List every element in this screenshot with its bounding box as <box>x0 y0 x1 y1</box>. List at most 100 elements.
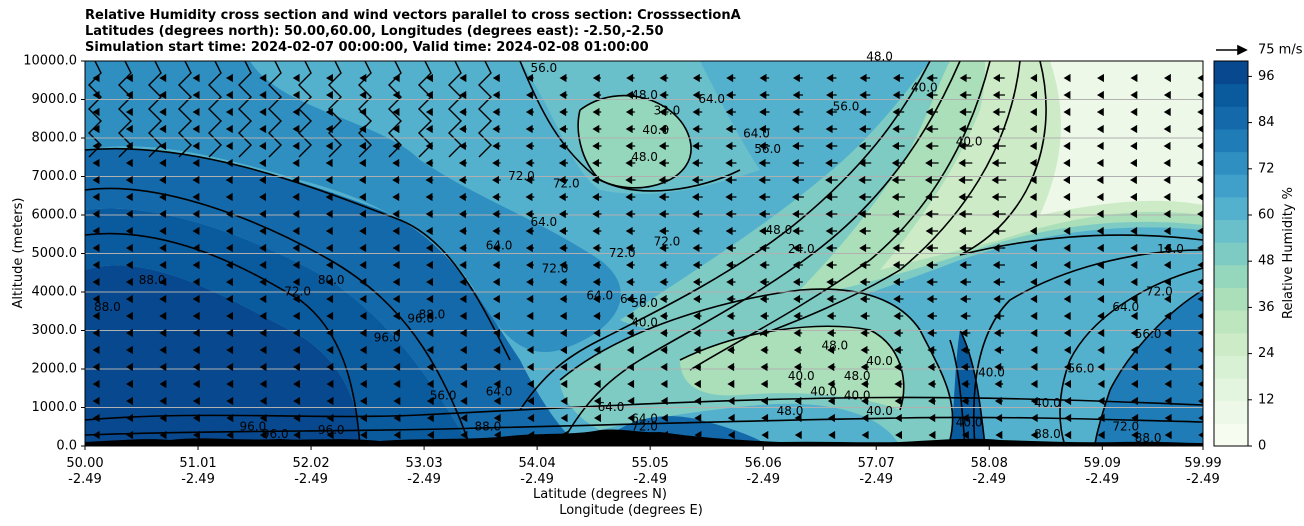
wind-vector <box>126 379 133 389</box>
x-tick-label-lon: -2.49 <box>68 472 102 487</box>
wind-vector <box>591 175 602 185</box>
wind-vector <box>1130 90 1138 100</box>
wind-vector <box>326 277 333 287</box>
wind-vector <box>460 396 468 406</box>
wind-vector <box>991 192 1006 202</box>
wind-vector <box>292 73 300 83</box>
wind-vector <box>859 294 870 304</box>
wind-vector <box>92 124 100 134</box>
wind-vector <box>192 175 200 185</box>
wind-vector <box>92 345 100 355</box>
wind-vector <box>758 141 770 151</box>
wind-vector <box>425 226 433 236</box>
wind-vector <box>1130 328 1138 338</box>
wind-vector <box>858 158 872 168</box>
wind-vector <box>958 226 972 236</box>
wind-vector <box>293 430 301 440</box>
wind-vector <box>759 243 770 253</box>
wind-vector <box>192 158 200 168</box>
wind-vector <box>392 243 400 253</box>
colorbar-tick-label: 36 <box>1258 300 1275 315</box>
colorbar-band <box>1214 174 1248 198</box>
wind-vector <box>860 379 869 389</box>
wind-vector <box>1163 226 1171 236</box>
wind-vector <box>558 158 568 168</box>
wind-vector <box>359 209 366 219</box>
wind-vector <box>1030 413 1038 423</box>
wind-vector <box>125 311 133 321</box>
wind-vector <box>225 124 233 134</box>
wind-vector <box>658 175 670 185</box>
colorbar-band <box>1214 61 1248 85</box>
wind-vector <box>492 192 501 202</box>
wind-vector <box>558 209 568 219</box>
wind-vector <box>392 260 400 270</box>
wind-vector <box>593 396 601 406</box>
wind-vector <box>1063 73 1071 83</box>
wind-vector <box>759 260 770 270</box>
wind-vector <box>1164 294 1171 304</box>
contour-line <box>85 187 471 446</box>
wind-vector <box>259 124 267 134</box>
wind-vector <box>625 124 636 134</box>
wind-vector <box>226 328 234 338</box>
wind-vector <box>727 396 735 406</box>
wind-vector <box>392 294 400 304</box>
wind-vector <box>226 379 234 389</box>
wind-vector <box>726 277 736 287</box>
wind-vector <box>159 277 167 287</box>
wind-vector <box>959 277 972 287</box>
wind-vector <box>292 345 300 355</box>
wind-vector <box>994 396 1003 406</box>
wind-vector <box>326 345 334 355</box>
wind-vector <box>692 73 702 83</box>
wind-vector <box>894 362 903 372</box>
wind-vector <box>525 175 535 185</box>
wind-vector <box>592 73 601 83</box>
x-tick-label-lat: 50.00 <box>66 456 103 471</box>
wind-vector <box>392 124 400 134</box>
wind-vector <box>292 175 300 185</box>
wind-vector <box>1064 396 1072 406</box>
wind-vector <box>92 430 100 440</box>
wind-vector <box>826 73 837 83</box>
wind-vector <box>292 226 300 236</box>
wind-vector <box>493 345 501 355</box>
wind-vector <box>527 413 535 423</box>
wind-vector <box>892 141 905 151</box>
wind-vector <box>1163 158 1171 168</box>
wind-vector <box>292 158 300 168</box>
wind-vector <box>426 294 434 304</box>
wind-vector <box>858 192 872 202</box>
wind-vector <box>225 277 233 287</box>
wind-vector <box>825 107 837 117</box>
wind-vector <box>192 413 200 423</box>
wind-vector <box>225 73 233 83</box>
wind-vector <box>692 209 703 219</box>
wind-vector <box>526 328 534 338</box>
wind-vector <box>726 294 736 304</box>
wind-vector <box>259 345 267 355</box>
wind-vector <box>359 107 367 117</box>
wind-vector <box>525 209 535 219</box>
humidity-region <box>85 61 621 352</box>
wind-vector <box>192 396 200 406</box>
wind-vector <box>92 362 100 372</box>
wind-vector <box>125 141 133 151</box>
wind-vector <box>793 328 803 338</box>
x-tick-label-lon: -2.49 <box>520 472 554 487</box>
wind-vector <box>1029 124 1037 134</box>
wind-vector <box>192 277 200 287</box>
wind-vector <box>1131 413 1139 423</box>
wind-vector <box>961 379 970 389</box>
wind-vector <box>1063 141 1071 151</box>
colorbar-band <box>1214 83 1248 107</box>
wind-vector <box>426 379 434 389</box>
wind-vector <box>192 124 200 134</box>
wind-vector <box>893 311 904 321</box>
wind-vector <box>1163 243 1171 253</box>
wind-vector <box>794 413 802 423</box>
wind-vector <box>292 328 300 338</box>
wind-vector <box>1063 243 1071 253</box>
wind-vector <box>558 175 569 185</box>
